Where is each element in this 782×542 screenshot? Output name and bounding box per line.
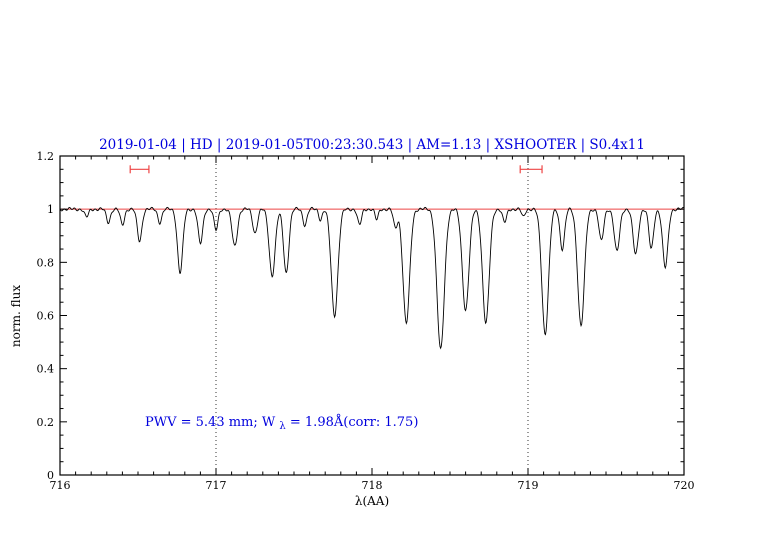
range-marker (519, 165, 543, 174)
x-tick-label: 719 (518, 479, 539, 492)
y-tick-label: 1.2 (37, 150, 55, 163)
y-axis-label: norm. flux (9, 285, 23, 347)
axis-tick-labels: 716 717 718 719 720 0 0.2 0.4 0.6 0.8 1 1.2 (37, 150, 695, 492)
x-tick-label: 717 (206, 479, 227, 492)
pwv-annotation-sub: λ (279, 421, 286, 432)
x-axis-label: λ(AA) (355, 494, 389, 508)
y-tick-label: 0.6 (37, 310, 55, 323)
spectrum-line (59, 206, 685, 350)
range-marker (129, 165, 150, 174)
pwv-annotation-suffix: = 1.98Å(corr: 1.75) (290, 414, 419, 430)
x-tick-label: 718 (362, 479, 383, 492)
plot-title: 2019-01-04 | HD | 2019-01-05T00:23:30.54… (99, 137, 645, 153)
axis-ticks (59, 155, 685, 476)
y-tick-label: 1 (47, 203, 54, 216)
y-tick-label: 0.2 (37, 416, 55, 429)
pwv-annotation: PWV = 5.43 mm; W λ = 1.98Å(corr: 1.75) (145, 414, 418, 433)
range-markers (129, 165, 543, 174)
x-tick-label: 716 (50, 479, 71, 492)
spectrum-path (59, 206, 685, 350)
x-tick-label: 720 (674, 479, 695, 492)
y-tick-label: 0 (47, 469, 54, 482)
y-tick-label: 0.8 (37, 256, 55, 269)
y-tick-label: 0.4 (37, 363, 55, 376)
pwv-annotation-prefix: PWV = 5.43 mm; W (145, 415, 276, 430)
